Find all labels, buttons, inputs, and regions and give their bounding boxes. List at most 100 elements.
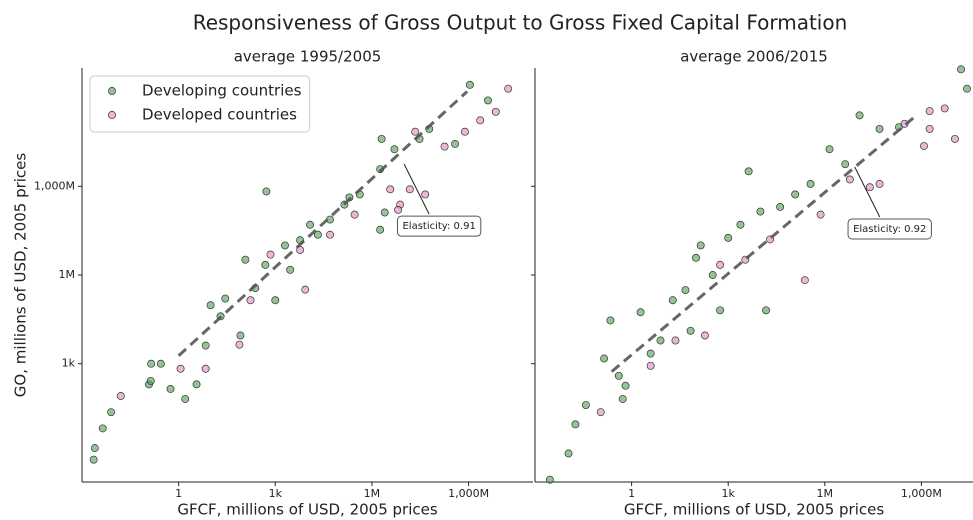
data-point	[724, 233, 733, 242]
data-point	[736, 220, 745, 229]
legend-label: Developed countries	[142, 106, 297, 124]
data-point	[176, 364, 185, 373]
data-point	[221, 294, 230, 303]
data-point	[181, 395, 190, 403]
data-point	[845, 175, 854, 184]
data-point	[166, 385, 175, 393]
data-point	[394, 205, 403, 214]
data-point	[201, 341, 210, 350]
data-point	[686, 326, 695, 335]
data-point	[306, 220, 315, 229]
data-point	[491, 107, 500, 116]
annotation: Elasticity: 0.91	[396, 215, 482, 237]
x-tick-label: 1	[628, 487, 635, 500]
data-point	[89, 455, 98, 464]
data-point	[681, 286, 690, 294]
data-point	[201, 364, 210, 373]
data-point	[668, 296, 677, 305]
data-point	[262, 187, 271, 196]
data-point	[756, 207, 765, 216]
legend-label: Developing countries	[142, 82, 302, 100]
legend-box	[89, 75, 311, 133]
data-point	[716, 306, 725, 315]
data-point	[261, 260, 270, 269]
data-point	[925, 107, 934, 116]
x-tick-label: 1k	[269, 487, 283, 500]
data-point	[90, 444, 99, 453]
data-point	[386, 185, 395, 194]
data-point	[107, 408, 116, 417]
data-point	[98, 424, 107, 433]
data-point	[875, 179, 884, 188]
data-point	[286, 265, 295, 274]
x-tick-label: 1M	[817, 487, 834, 500]
data-point	[192, 380, 201, 389]
data-point	[776, 203, 785, 211]
data-point	[380, 208, 389, 217]
data-point	[701, 331, 709, 340]
data-point	[875, 124, 884, 133]
annotation-arrow	[403, 163, 430, 215]
data-point	[545, 475, 554, 484]
data-point	[377, 134, 386, 143]
data-point	[600, 354, 609, 363]
x-axis-label: GFCF, millions of USD, 2005 prices	[177, 501, 438, 519]
data-point	[957, 65, 965, 74]
legend-marker	[108, 87, 116, 95]
data-point	[816, 210, 825, 219]
y-tick-label: 1k	[62, 357, 76, 370]
x-tick-label: 1M	[364, 487, 381, 500]
data-point	[390, 145, 399, 154]
data-point	[596, 408, 605, 417]
data-point	[614, 371, 623, 380]
data-point	[460, 127, 469, 136]
data-point	[692, 253, 700, 262]
data-point	[476, 116, 485, 125]
data-point	[646, 361, 655, 370]
data-point	[504, 84, 513, 93]
data-point	[963, 84, 971, 93]
x-tick-label: 1	[175, 487, 182, 500]
data-point	[791, 190, 800, 199]
data-point	[708, 271, 717, 279]
x-tick-label: 1,000M	[448, 487, 489, 500]
data-point	[762, 306, 771, 315]
data-point	[646, 349, 655, 358]
data-point	[147, 359, 156, 368]
data-point	[246, 296, 255, 305]
data-point	[156, 359, 165, 368]
data-point	[636, 308, 645, 317]
y-tick-label: 1M	[59, 268, 76, 281]
data-point	[656, 336, 665, 345]
annotation-text: Elasticity: 0.92	[853, 224, 926, 235]
annotation: Elasticity: 0.92	[847, 218, 932, 240]
data-point	[465, 80, 474, 89]
data-point	[405, 185, 414, 194]
data-point	[744, 167, 753, 176]
y-axis-label: GO, millions of USD, 2005 prices	[12, 153, 30, 398]
data-point	[925, 124, 934, 133]
data-point	[266, 250, 275, 259]
legend-marker	[108, 111, 116, 119]
data-point	[920, 142, 928, 150]
x-tick-label: 1k	[722, 487, 736, 500]
data-point	[281, 241, 289, 250]
figure-title: Responsiveness of Gross Output to Gross …	[193, 11, 848, 35]
data-point	[671, 336, 680, 345]
fit-line	[177, 90, 469, 357]
data-point	[606, 316, 615, 325]
data-point	[411, 127, 420, 136]
data-point	[841, 160, 850, 169]
subplot-title: average 1995/2005	[234, 48, 382, 66]
data-point	[865, 183, 874, 192]
data-point	[421, 190, 430, 199]
subplot-title: average 2006/2015	[680, 48, 828, 66]
data-point	[451, 140, 459, 148]
data-point	[326, 230, 334, 239]
data-point	[235, 340, 244, 349]
data-point	[236, 331, 245, 340]
data-point	[581, 401, 590, 410]
data-point	[376, 225, 385, 234]
annotation-arrow	[854, 166, 881, 218]
x-axis-label: GFCF, millions of USD, 2005 prices	[624, 501, 885, 519]
